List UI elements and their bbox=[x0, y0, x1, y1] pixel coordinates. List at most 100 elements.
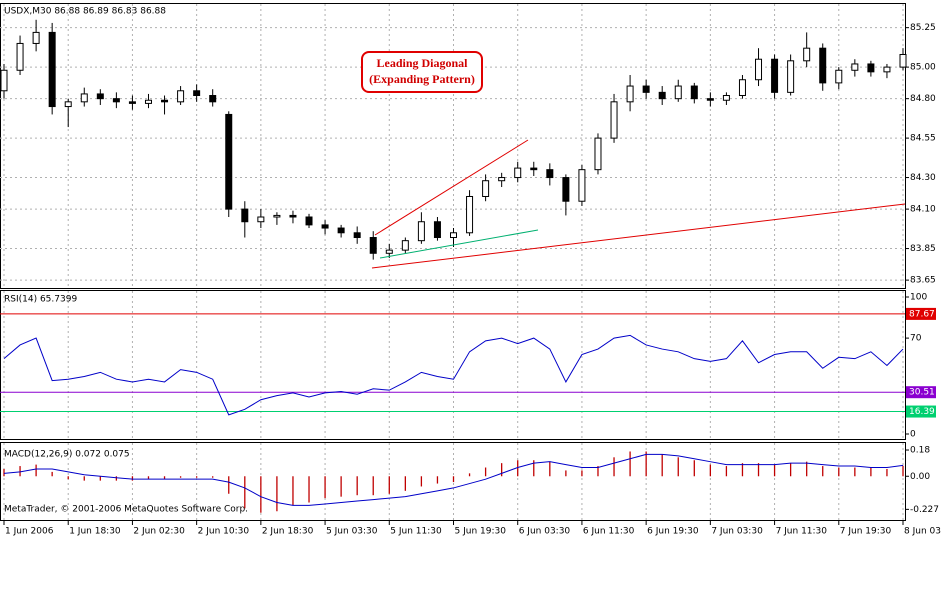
rsi-line bbox=[3, 334, 904, 416]
trend-line bbox=[379, 229, 539, 259]
marks bbox=[0, 19, 907, 513]
y-tick-label: 85.25 bbox=[910, 23, 936, 33]
candle-body bbox=[466, 195, 474, 234]
candle-body bbox=[161, 99, 169, 103]
candle-body bbox=[722, 95, 730, 101]
y-tick-label: 84.80 bbox=[910, 94, 936, 104]
candle-body bbox=[144, 99, 152, 104]
price-pane bbox=[0, 3, 906, 289]
candle-body bbox=[578, 169, 586, 202]
candle-body bbox=[16, 42, 24, 71]
candle-body bbox=[337, 227, 345, 234]
y-tick-label: 0.00 bbox=[910, 472, 930, 482]
candle-body bbox=[48, 31, 56, 108]
candle-body bbox=[209, 95, 217, 103]
candle-body bbox=[353, 232, 361, 239]
y-tick-label: 83.65 bbox=[910, 276, 936, 286]
candle-body bbox=[706, 98, 714, 101]
candle-body bbox=[530, 167, 538, 171]
candle-body bbox=[738, 79, 746, 97]
candle-body bbox=[883, 66, 891, 73]
candle-body bbox=[225, 113, 233, 210]
trend-line bbox=[374, 139, 529, 236]
y-tick-label: 84.55 bbox=[910, 134, 936, 144]
candle-body bbox=[626, 85, 634, 103]
candle-body bbox=[690, 85, 698, 100]
candle-body bbox=[899, 53, 907, 68]
level-label: 87.67 bbox=[909, 309, 935, 319]
candle-body bbox=[401, 240, 409, 251]
watermark: MetaTrader, © 2001-2006 MetaQuotes Softw… bbox=[4, 505, 248, 515]
candle-body bbox=[787, 60, 795, 93]
candle-body bbox=[433, 221, 441, 239]
candle-body bbox=[450, 232, 457, 239]
x-tick-label: 7 Jun 19:30 bbox=[840, 527, 892, 537]
x-tick-label: 1 Jun 2006 bbox=[5, 527, 54, 537]
candle-body bbox=[305, 216, 313, 226]
candle-body bbox=[851, 63, 859, 71]
y-tick-label: 84.30 bbox=[910, 173, 936, 183]
level-label-box bbox=[906, 307, 936, 320]
candle-body bbox=[867, 63, 875, 73]
x-tick-label: 5 Jun 03:30 bbox=[326, 527, 378, 537]
candle-body bbox=[819, 47, 827, 84]
candle-body bbox=[385, 249, 393, 254]
rsi-title: RSI(14) 65.7399 bbox=[4, 295, 77, 305]
candle-body bbox=[177, 90, 185, 103]
candle-body bbox=[803, 47, 811, 62]
x-tick-label: 2 Jun 18:30 bbox=[262, 527, 314, 537]
candle-body bbox=[32, 31, 40, 44]
candle-body bbox=[257, 216, 265, 223]
candle-body bbox=[594, 137, 602, 171]
y-tick-label: -0.227 bbox=[910, 505, 939, 515]
level-label: 30.51 bbox=[909, 388, 935, 398]
candle-body bbox=[112, 98, 120, 103]
macd-pane bbox=[0, 442, 906, 521]
x-tick-label: 2 Jun 10:30 bbox=[198, 527, 250, 537]
candle-body bbox=[369, 237, 377, 254]
x-tick-label: 8 Jun 03:30 bbox=[904, 527, 941, 537]
annotation-box bbox=[361, 51, 483, 93]
candle-body bbox=[96, 93, 104, 100]
x-tick-label: 7 Jun 11:30 bbox=[776, 527, 828, 537]
candle-body bbox=[193, 90, 201, 97]
candle-body bbox=[498, 177, 506, 182]
candle-body bbox=[674, 85, 682, 100]
candle-body bbox=[610, 101, 618, 139]
x-tick-label: 6 Jun 19:30 bbox=[647, 527, 699, 537]
candle-body bbox=[289, 214, 297, 218]
level-label-box bbox=[906, 405, 936, 418]
candle-body bbox=[80, 93, 88, 103]
annotation: (Expanding Pattern) bbox=[369, 72, 475, 86]
y-tick-label: 100 bbox=[910, 293, 927, 303]
y-tick-label: 84.10 bbox=[910, 205, 936, 215]
macd-title: MACD(12,26,9) 0.072 0.075 bbox=[4, 450, 130, 460]
candle-body bbox=[241, 208, 249, 223]
candle-body bbox=[562, 177, 570, 202]
candle-body bbox=[0, 69, 8, 92]
candle-body bbox=[546, 169, 554, 179]
candle-body bbox=[417, 221, 425, 242]
y-tick-label: 70 bbox=[910, 334, 922, 344]
y-tick-label: 85.00 bbox=[910, 63, 936, 73]
level-label: 16.39 bbox=[909, 407, 935, 417]
candle-body bbox=[771, 58, 779, 93]
y-tick-label: 0 bbox=[910, 430, 916, 440]
x-tick-label: 7 Jun 03:30 bbox=[711, 527, 763, 537]
y-tick-label: 0.18 bbox=[910, 446, 930, 456]
x-tick-label: 5 Jun 11:30 bbox=[390, 527, 442, 537]
candle-body bbox=[64, 101, 72, 108]
x-tick-label: 1 Jun 18:30 bbox=[69, 527, 121, 537]
x-tick-label: 2 Jun 02:30 bbox=[133, 527, 185, 537]
candle-body bbox=[321, 224, 329, 229]
price-title: USDX,M30 86.88 86.89 86.83 86.88 bbox=[4, 7, 166, 17]
candle-body bbox=[128, 101, 136, 104]
candle-body bbox=[835, 69, 843, 84]
candle-body bbox=[755, 58, 763, 81]
x-tick-label: 5 Jun 19:30 bbox=[455, 527, 507, 537]
trend-line bbox=[371, 203, 906, 269]
candle-body bbox=[273, 214, 281, 218]
x-tick-label: 6 Jun 03:30 bbox=[519, 527, 571, 537]
signal-line bbox=[3, 453, 904, 506]
